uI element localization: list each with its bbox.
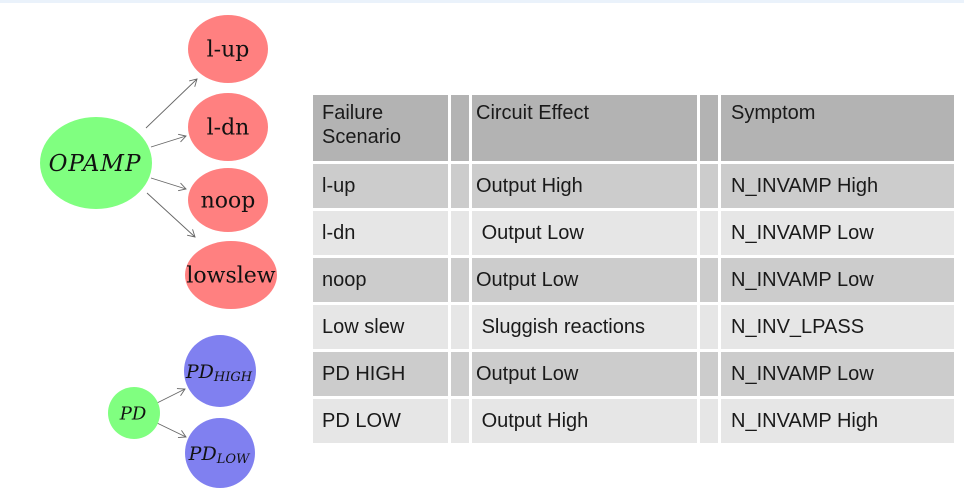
edge-opamp-ldn bbox=[150, 133, 187, 148]
pdhigh-node bbox=[184, 335, 256, 407]
cell-effect: Sluggish reactions bbox=[472, 305, 697, 349]
cell-spacer bbox=[700, 211, 718, 255]
table-header-row: Failure Scenario Circuit Effect Symptom bbox=[313, 95, 954, 161]
cell-spacer bbox=[451, 211, 469, 255]
pdlow-label-main: PD bbox=[188, 443, 217, 465]
opamp-node-label: OPAMP bbox=[49, 151, 142, 177]
cell-spacer bbox=[451, 399, 469, 443]
cell-effect: Output Low bbox=[472, 211, 697, 255]
lowslew-node-label: lowslew bbox=[186, 264, 275, 289]
edge-opamp-lup bbox=[145, 78, 198, 129]
pdlow-label-subscript: LOW bbox=[216, 452, 251, 467]
edge-pd-pdhigh bbox=[156, 388, 186, 404]
cell-spacer bbox=[700, 305, 718, 349]
table-row-pdlow: PD LOW Output High N_INVAMP High bbox=[313, 399, 954, 443]
cell-effect: Output High bbox=[472, 164, 697, 208]
cell-spacer bbox=[451, 258, 469, 302]
failure-mode-diagram: OPAMP l-up l-dn noop lowslew PD PDHIGH P… bbox=[40, 15, 277, 488]
cell-spacer bbox=[451, 305, 469, 349]
cell-spacer bbox=[700, 399, 718, 443]
failure-symptom-table: Failure Scenario Circuit Effect Symptom … bbox=[310, 92, 957, 446]
edge-opamp-noop bbox=[150, 177, 187, 192]
cell-effect: Output High bbox=[472, 399, 697, 443]
table-row-lup: l-up Output High N_INVAMP High bbox=[313, 164, 954, 208]
cell-scenario: l-up bbox=[313, 164, 448, 208]
cell-symptom: N_INVAMP High bbox=[721, 399, 954, 443]
opamp-node bbox=[40, 117, 152, 209]
cell-scenario: PD LOW bbox=[313, 399, 448, 443]
cell-symptom: N_INVAMP Low bbox=[721, 258, 954, 302]
cell-spacer bbox=[700, 352, 718, 396]
header-failure-scenario: Failure Scenario bbox=[313, 95, 448, 161]
header-symptom: Symptom bbox=[721, 95, 954, 161]
table-row-noop: noop Output Low N_INVAMP Low bbox=[313, 258, 954, 302]
edge-pd-pdlow bbox=[156, 422, 187, 439]
header-spacer-1 bbox=[451, 95, 469, 161]
cell-spacer bbox=[700, 258, 718, 302]
cell-effect: Output Low bbox=[472, 352, 697, 396]
pd-node-label: PD bbox=[119, 404, 147, 425]
ldn-node bbox=[188, 93, 268, 161]
cell-spacer bbox=[451, 352, 469, 396]
lup-node bbox=[188, 15, 268, 83]
cell-scenario: noop bbox=[313, 258, 448, 302]
cell-scenario: PD HIGH bbox=[313, 352, 448, 396]
cell-symptom: N_INV_LPASS bbox=[721, 305, 954, 349]
edge-opamp-lowslew bbox=[146, 192, 196, 238]
lup-node-label: l-up bbox=[207, 38, 250, 63]
cell-spacer bbox=[451, 164, 469, 208]
lowslew-node bbox=[185, 241, 277, 309]
pdhigh-node-label: PDHIGH bbox=[185, 361, 253, 385]
cell-effect: Output Low bbox=[472, 258, 697, 302]
table-row-ldn: l-dn Output Low N_INVAMP Low bbox=[313, 211, 954, 255]
cell-symptom: N_INVAMP Low bbox=[721, 352, 954, 396]
pdhigh-label-main: PD bbox=[185, 361, 214, 383]
pdlow-node-label: PDLOW bbox=[188, 443, 251, 467]
cell-symptom: N_INVAMP High bbox=[721, 164, 954, 208]
noop-node-label: noop bbox=[201, 189, 256, 214]
cell-symptom: N_INVAMP Low bbox=[721, 211, 954, 255]
cell-scenario: Low slew bbox=[313, 305, 448, 349]
noop-node bbox=[188, 168, 268, 232]
cell-spacer bbox=[700, 164, 718, 208]
pd-node bbox=[108, 387, 160, 439]
header-circuit-effect: Circuit Effect bbox=[472, 95, 697, 161]
ldn-node-label: l-dn bbox=[207, 116, 250, 141]
table-row-pdhigh: PD HIGH Output Low N_INVAMP Low bbox=[313, 352, 954, 396]
header-spacer-2 bbox=[700, 95, 718, 161]
table-row-lowslew: Low slew Sluggish reactions N_INV_LPASS bbox=[313, 305, 954, 349]
pdlow-node bbox=[185, 418, 255, 488]
cell-scenario: l-dn bbox=[313, 211, 448, 255]
pdhigh-label-subscript: HIGH bbox=[213, 370, 253, 385]
window-top-border bbox=[0, 0, 964, 3]
